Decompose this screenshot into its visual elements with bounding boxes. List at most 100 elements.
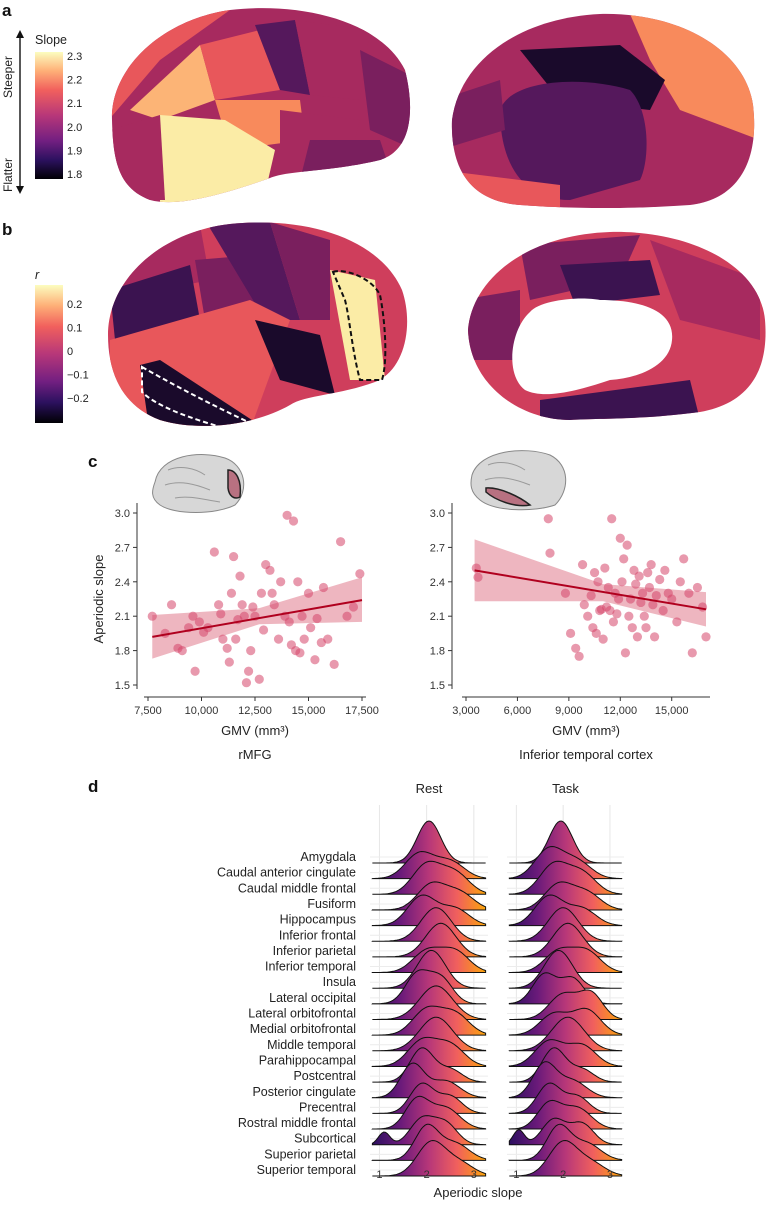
r-colorbar-tick-label: −0.2 (67, 393, 89, 405)
ridge-density (372, 949, 486, 989)
ridge-density (508, 1082, 622, 1114)
ridge-density (371, 894, 487, 927)
slope-colorbar-tick-label: 2.0 (67, 122, 82, 134)
y-tick-label: 2.1 (115, 611, 130, 623)
data-point (579, 600, 589, 610)
ridge-density (372, 1047, 487, 1083)
data-point (224, 657, 234, 667)
region-label: Parahippocampal (259, 1053, 356, 1067)
region-label: Inferior parietal (273, 944, 356, 958)
region-caudal-middle-frontal (130, 45, 215, 120)
data-point (218, 634, 228, 644)
data-point (336, 537, 346, 547)
x-tick-label: 15,000 (655, 705, 689, 717)
x-tick-label: 9,000 (555, 705, 583, 717)
data-point (222, 643, 232, 653)
rmfg-highlight (227, 469, 242, 499)
r-colorbar-title: r (35, 268, 40, 282)
region-label: Middle temporal (267, 1038, 356, 1052)
region-label: Postcentral (293, 1069, 356, 1083)
ridge-density (371, 1062, 487, 1099)
y-axis-title: Aperiodic slope (91, 555, 106, 644)
facet-title: Rest (416, 781, 443, 796)
region-orbitofrontal (111, 115, 165, 200)
data-point (216, 609, 226, 619)
panel-letter-a: a (2, 1, 12, 20)
ridge-density (371, 881, 487, 911)
data-point (246, 646, 256, 656)
brain-icon-rmfg (152, 454, 245, 513)
x-tick-label: 6,000 (504, 705, 532, 717)
region-postcentral (270, 222, 330, 320)
data-point (675, 577, 685, 587)
ridge-density (372, 820, 486, 864)
data-point (577, 560, 588, 570)
data-point (613, 594, 624, 604)
region-middle-temporal (300, 140, 390, 180)
inferior-temporal-highlight (485, 487, 532, 507)
data-point (632, 632, 643, 642)
region-label: Lateral occipital (269, 991, 356, 1005)
data-point (237, 600, 247, 610)
data-point (188, 611, 198, 621)
slope-colorbar-tick-label: 1.9 (67, 145, 82, 157)
data-point (586, 590, 596, 601)
ridge-density (372, 1016, 487, 1052)
y-tick-label: 1.8 (430, 646, 445, 658)
highlight-outline-inferior-temporal (141, 365, 273, 438)
region-middle-temporal (255, 320, 335, 395)
data-point (543, 514, 553, 524)
region-label: Medial orbitofrontal (250, 1022, 356, 1036)
data-point (276, 577, 286, 587)
region-label: Insula (323, 975, 356, 989)
brain-b-lateral (108, 222, 408, 426)
region-inferior-temporal (140, 360, 275, 426)
data-point (194, 617, 204, 627)
slope-colorbar-title: Slope (35, 33, 67, 47)
ridgeline-plot: Amygdala Caudal anterior cingulateCaudal … (217, 781, 624, 1200)
data-point (636, 597, 646, 608)
x-tick-label: 2 (424, 1169, 430, 1181)
x-tick-label: 17,500 (345, 705, 379, 717)
slope-colorbar-ticks: 2.3 2.2 2.1 2.0 1.9 1.8 (67, 51, 82, 181)
data-point (209, 547, 219, 557)
region-label: Precentral (299, 1100, 356, 1114)
ridge-density (508, 1061, 623, 1099)
data-point (248, 602, 258, 612)
region-label: Superior temporal (257, 1163, 356, 1177)
data-point (355, 569, 365, 579)
region-label: Inferior frontal (279, 928, 356, 942)
data-point (256, 588, 267, 598)
data-point (571, 643, 581, 653)
data-point (273, 634, 284, 644)
r-colorbar-tick-label: −0.1 (67, 370, 89, 382)
r-colorbar (35, 285, 63, 423)
data-point (644, 582, 655, 593)
scatter-inferior-temporal: 1.5 1.8 2.1 2.4 2.7 3.0 3,000 6,000 9,000 12,000 1… (430, 503, 711, 762)
region-label: Caudal anterior cingulate (217, 866, 356, 880)
ridge-density (509, 1139, 623, 1177)
data-point (241, 678, 252, 688)
steeper-label: Steeper (1, 56, 15, 98)
data-point (295, 648, 305, 658)
data-point (624, 611, 634, 621)
r-colorbar-tick-label: 0.1 (67, 323, 82, 335)
x-tick-label: 3 (471, 1169, 477, 1181)
slope-colorbar-tick-label: 1.8 (67, 169, 82, 181)
data-point (258, 625, 269, 635)
x-tick-label: 1 (376, 1169, 382, 1181)
data-point (591, 628, 601, 639)
region-label: Lateral orbitofrontal (248, 1007, 356, 1021)
slope-colorbar-tick-label: 2.1 (67, 98, 82, 110)
data-point (658, 605, 668, 616)
data-point (589, 568, 600, 578)
data-point (565, 628, 576, 639)
ridge-density (371, 969, 487, 1005)
region-parahippocampal (540, 380, 700, 420)
ridge-density (508, 860, 623, 895)
ridge-density (508, 1099, 623, 1130)
brain-icon-sulci (484, 462, 531, 486)
data-point (627, 623, 637, 633)
slope-colorbar (35, 52, 63, 179)
data-point (166, 600, 177, 610)
